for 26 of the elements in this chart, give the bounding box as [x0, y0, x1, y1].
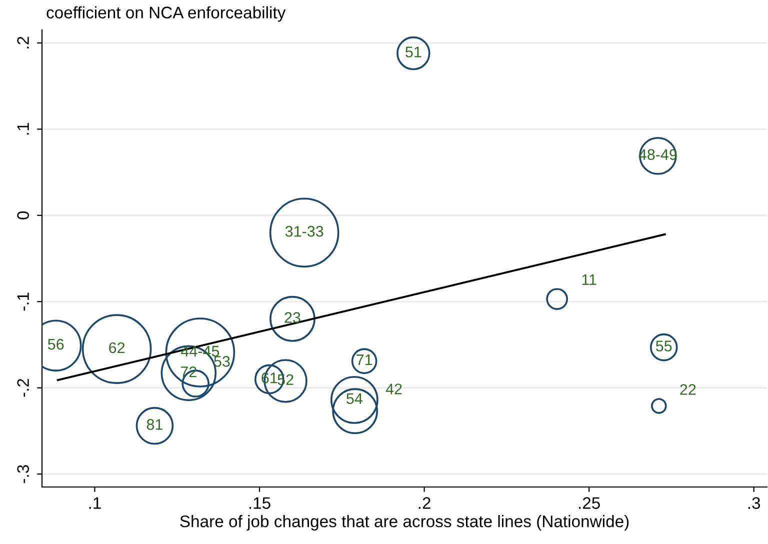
x-axis-title: Share of job changes that are across state lines (Nationwide) — [180, 515, 629, 531]
annotation: 62 — [109, 342, 125, 354]
annotation: 51 — [406, 46, 422, 58]
annotation: 53 — [214, 356, 230, 367]
annotation: 22 — [680, 384, 696, 395]
annotation: 56 — [48, 338, 64, 350]
annotation: 54 — [346, 393, 362, 404]
annotation: 31-33 — [285, 226, 324, 237]
y-tick-label: .1 — [17, 123, 29, 135]
y-axis-title: coefficient on NCA enforceability — [46, 6, 286, 22]
annotation: 55 — [656, 340, 672, 352]
annotation: 71 — [356, 354, 372, 366]
x-tick-label: .25 — [578, 497, 600, 509]
y-tick-label: -.3 — [17, 465, 29, 484]
annotation: 23 — [284, 312, 300, 323]
x-tick-label: .2 — [418, 497, 430, 509]
x-tick-label: .3 — [748, 497, 760, 509]
annotation: 42 — [386, 384, 402, 394]
y-tick-label: -.1 — [17, 292, 29, 311]
y-tick-label: 0 — [17, 211, 29, 220]
annotation: 11 — [582, 274, 596, 285]
x-tick-label: .1 — [89, 497, 101, 509]
y-tick-label: .2 — [17, 36, 29, 48]
annotation: 81 — [146, 419, 162, 430]
y-tick-label: -.2 — [17, 378, 29, 397]
x-tick-label: .15 — [249, 497, 270, 509]
